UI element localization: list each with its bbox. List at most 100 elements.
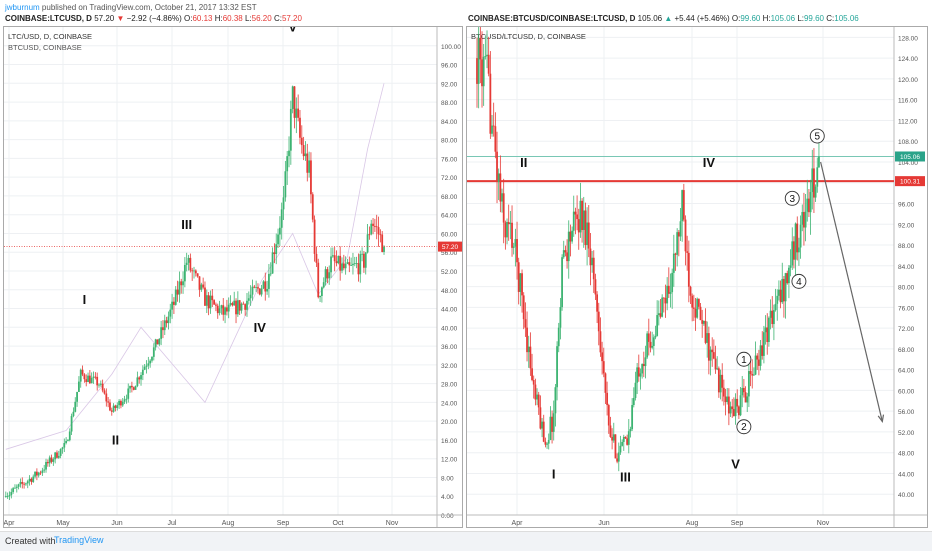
candle-body [50, 457, 53, 462]
candle-body [28, 478, 31, 482]
candle-body [612, 434, 615, 441]
candle-body [622, 436, 625, 442]
wave-label: III [620, 469, 631, 484]
y-tick-label: 64.00 [441, 213, 458, 220]
candle-body [586, 222, 588, 246]
btc-ltc-chart[interactable]: 40.00 44.00 48.00 52.00 56.00 60.00 64.00 68.00… [467, 27, 927, 527]
wave-label: V [731, 456, 740, 471]
candle-body [547, 439, 550, 444]
y-tick-label: 68.00 [441, 194, 458, 201]
candle-body [116, 405, 119, 408]
candle-body [273, 252, 276, 255]
candle-body [649, 341, 652, 348]
down-arrow-icon: ▼ [116, 14, 125, 23]
x-tick-label: Oct [333, 520, 344, 527]
candle-body [644, 357, 647, 367]
x-tick-label: Aug [222, 520, 235, 527]
candle-body [514, 239, 517, 247]
candle-body [674, 253, 677, 255]
price-tag-bg [438, 241, 462, 252]
candle-body [526, 327, 528, 353]
candle-body [781, 278, 784, 303]
author-link[interactable]: jwburnum [5, 3, 40, 12]
candle-body [477, 37, 480, 84]
candle-body [299, 117, 301, 138]
candle-body [320, 287, 323, 296]
candle-body [271, 252, 274, 274]
candle-body [79, 369, 82, 382]
candle-body [65, 440, 68, 444]
candle-body [330, 256, 332, 273]
y-tick-label: 84.00 [441, 119, 458, 126]
candle-body [363, 253, 365, 268]
candle-body [746, 396, 749, 403]
left-ohlc-header: COINBASE:LTCUSD, D 57.20 ▼ −2.92 (−4.86%… [5, 14, 302, 23]
candle-body [771, 310, 774, 325]
candle-body [255, 287, 258, 288]
count-label: 5 [814, 132, 820, 143]
candle-body [132, 387, 135, 390]
ltc-chart[interactable]: 0.00 4.00 8.00 12.00 16.00 20.00 24.00 28.00 32.… [4, 20, 462, 527]
candle-body [178, 281, 181, 295]
candle-body [499, 173, 502, 202]
candle-body [482, 56, 485, 87]
candle-body [14, 487, 16, 489]
candle-body [714, 358, 717, 370]
candle-body [233, 300, 236, 306]
candle-body [584, 210, 587, 246]
candle-body [149, 360, 152, 364]
candle-body [260, 288, 263, 295]
overlay-legend: BTCUSD, COINBASE [8, 43, 82, 52]
y-tick-label: 8.00 [441, 475, 454, 482]
candle-body [729, 406, 732, 414]
candle-body [370, 223, 373, 235]
candle-body [35, 471, 38, 476]
x-tick-label: Sep [731, 520, 744, 527]
left-open-label: O: [184, 14, 193, 23]
candle-body [361, 253, 363, 255]
y-tick-label: 120.00 [898, 77, 918, 84]
candle-body [198, 276, 201, 290]
btc-ltc-chart-panel[interactable]: 40.00 44.00 48.00 52.00 56.00 60.00 64.00 68.00… [466, 26, 928, 528]
y-tick-label: 80.00 [441, 138, 458, 145]
candle-body [193, 270, 195, 272]
wave-label: II [520, 155, 527, 170]
candle-body [576, 214, 578, 220]
candle-body [491, 125, 493, 134]
candle-body [275, 244, 278, 255]
candle-body [634, 382, 637, 398]
candle-body [671, 272, 674, 293]
candle-body [716, 368, 719, 370]
candle-body [85, 379, 88, 382]
candle-body [306, 153, 309, 173]
candle-body [92, 376, 95, 378]
y-tick-label: 60.00 [898, 388, 915, 395]
tradingview-logo[interactable]: TradingView [54, 535, 104, 545]
candle-body [251, 286, 254, 295]
candle-body [497, 173, 500, 183]
x-tick-label: Aug [686, 520, 699, 527]
candle-body [546, 443, 548, 445]
candle-body [90, 377, 93, 384]
candle-body [492, 125, 495, 127]
candle-body [662, 297, 665, 299]
candle-body [110, 410, 113, 412]
candle-body [621, 441, 624, 446]
x-tick-label: Jun [111, 520, 122, 527]
candle-body [784, 273, 787, 302]
candle-body [742, 387, 745, 393]
y-tick-label: 96.00 [441, 63, 458, 70]
candle-body [180, 281, 183, 286]
candle-body [297, 108, 300, 118]
candle-body [682, 190, 685, 220]
candle-body [762, 332, 765, 356]
candle-body [240, 303, 243, 311]
candle-body [284, 171, 287, 198]
candle-body [666, 285, 669, 304]
ltc-chart-panel[interactable]: 0.00 4.00 8.00 12.00 16.00 20.00 24.00 28.00 32.… [3, 20, 463, 528]
candle-body [559, 307, 562, 328]
candle-body [654, 335, 657, 338]
candle-body [798, 247, 800, 253]
candle-body [289, 108, 292, 151]
projection-arrow-line [820, 161, 883, 422]
